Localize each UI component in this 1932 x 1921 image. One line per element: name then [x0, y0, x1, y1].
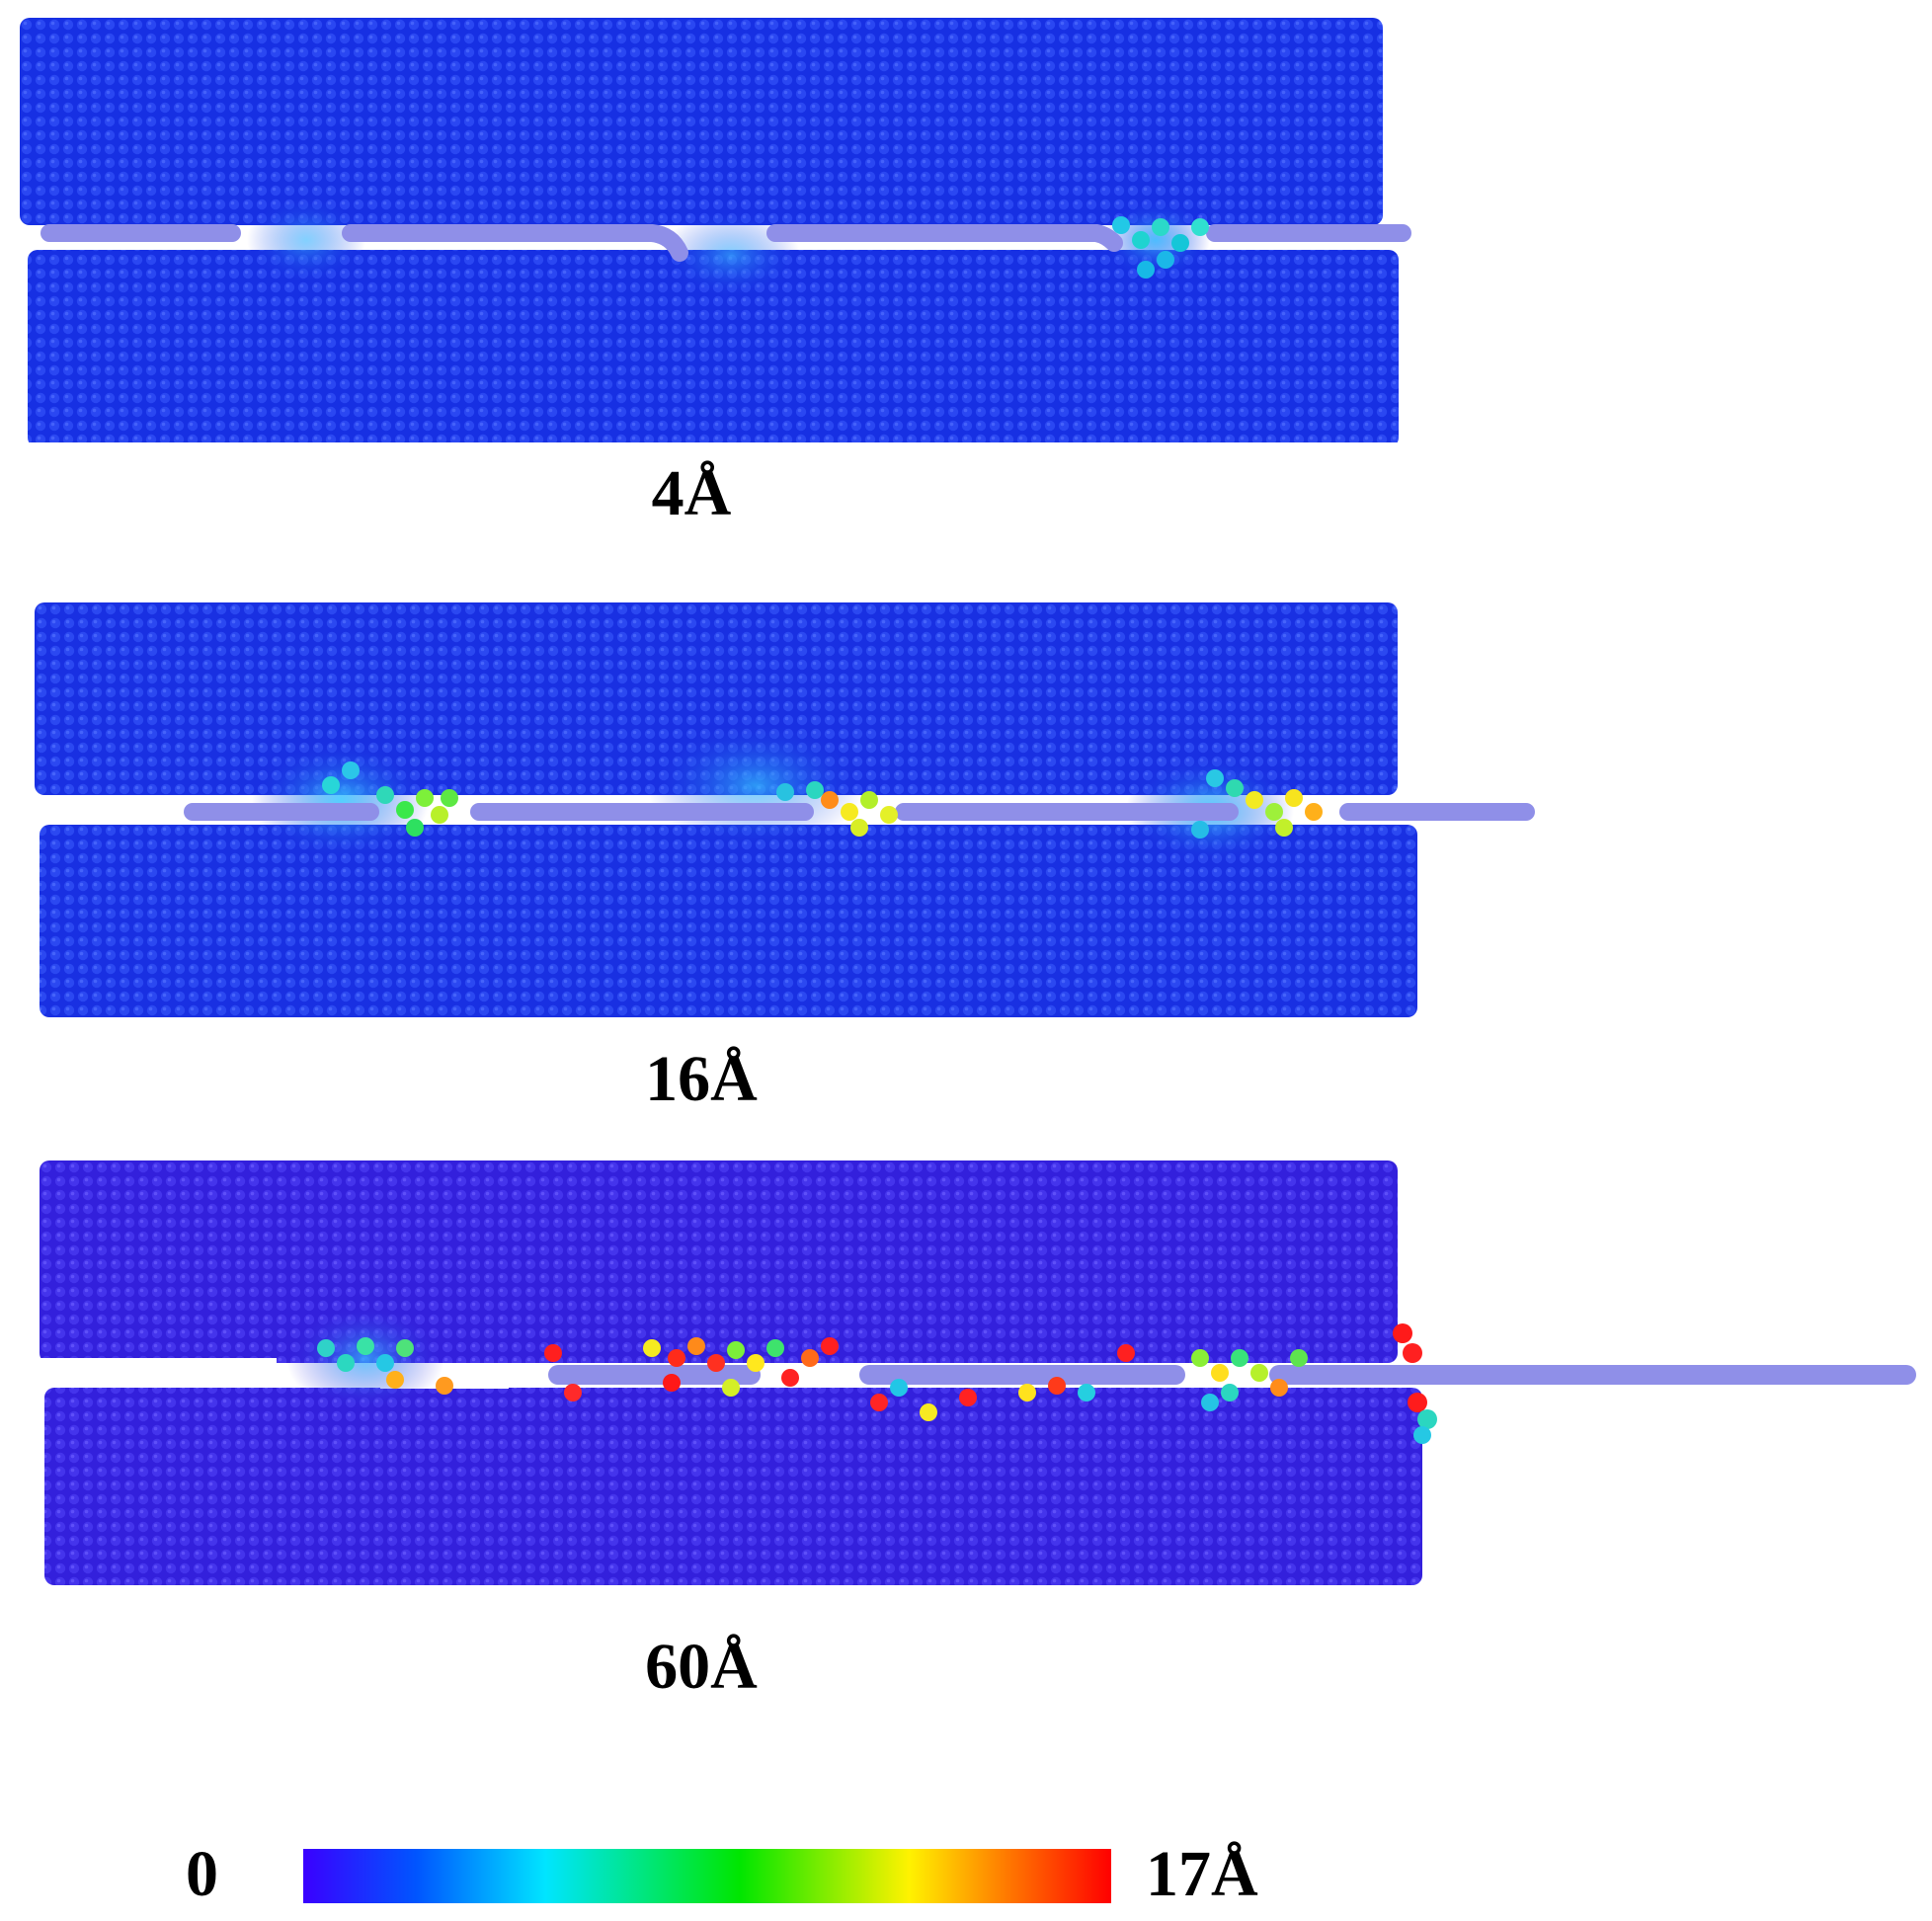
atomistic-snapshot-60a [40, 1161, 1916, 1585]
lower-slab [44, 1388, 1422, 1585]
displaced-atoms [1112, 216, 1209, 279]
dislocation-rod [40, 224, 1411, 262]
panel-4a [20, 18, 1422, 442]
displaced-atoms [322, 761, 1323, 839]
panel-16a [35, 602, 1556, 1017]
atomistic-snapshot-16a [35, 602, 1535, 1017]
atomistic-snapshot-4a [20, 18, 1411, 442]
panel-label-16a: 16Å [645, 1043, 758, 1115]
colorbar [303, 1849, 1111, 1903]
panel-label-60a: 60Å [645, 1631, 758, 1703]
displaced-atoms [317, 1323, 1437, 1444]
lower-slab [28, 250, 1399, 442]
colorbar-max-label: 17Å [1146, 1838, 1258, 1910]
panel-label-4a: 4Å [651, 457, 732, 529]
colorbar-gradient [303, 1849, 1111, 1903]
colorbar-min-label: 0 [186, 1838, 218, 1910]
upper-slab [20, 18, 1383, 225]
upper-slab [40, 1161, 1398, 1363]
lower-slab [40, 825, 1417, 1017]
panel-60a [40, 1161, 1916, 1595]
